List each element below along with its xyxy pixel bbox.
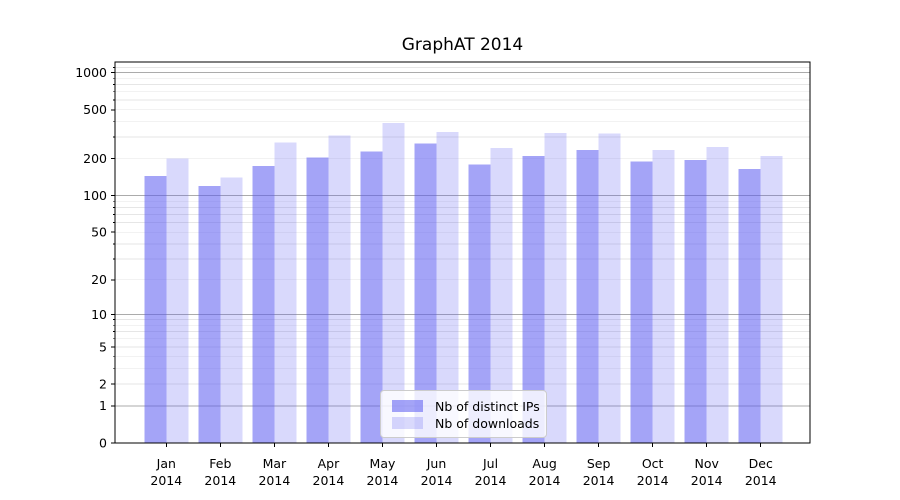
x-tick-label: Sep 2014 — [583, 456, 615, 488]
axes-box — [114, 61, 811, 444]
y-tick-label: 100 — [83, 188, 107, 203]
bar-ips-10 — [630, 161, 653, 443]
y-tick-label: 20 — [91, 272, 107, 287]
x-tick-label: May 2014 — [367, 456, 399, 488]
bar-downloads-2 — [220, 177, 243, 444]
y-tick-label: 10 — [91, 307, 107, 322]
legend-label-distinct-ips: Nb of distinct IPs — [435, 398, 540, 414]
x-tick-label: Mar 2014 — [258, 456, 290, 488]
legend-row-downloads: Nb of downloads — [392, 415, 540, 431]
bar-downloads-3 — [274, 142, 297, 443]
x-tick-label: Jun 2014 — [421, 456, 453, 488]
bar-ips-2 — [198, 185, 221, 443]
x-tick-label: Jan 2014 — [150, 456, 182, 488]
y-tick-label: 500 — [83, 102, 107, 117]
bar-downloads-10 — [652, 150, 675, 444]
x-tick-label: Feb 2014 — [204, 456, 236, 488]
bar-ips-3 — [252, 165, 275, 443]
legend-swatch-1 — [392, 417, 423, 429]
y-tick-label: 1 — [99, 398, 107, 413]
y-tick-label: 2 — [99, 376, 107, 391]
bar-downloads-11 — [706, 146, 729, 443]
y-tick-label: 50 — [91, 225, 107, 240]
bar-ips-1 — [144, 175, 167, 443]
y-tick-label: 1000 — [75, 65, 107, 80]
bar-ips-12 — [738, 168, 761, 444]
y-tick-label: 5 — [99, 339, 107, 354]
legend: Nb of distinct IPs Nb of downloads — [380, 390, 547, 438]
bar-downloads-8 — [544, 132, 567, 443]
bar-downloads-12 — [760, 156, 783, 443]
x-tick-label: Apr 2014 — [313, 456, 345, 488]
bar-downloads-1 — [166, 158, 189, 444]
bar-downloads-7 — [490, 147, 513, 443]
bar-downloads-5 — [382, 123, 405, 444]
bar-ips-11 — [684, 160, 707, 443]
bar-ips-6 — [414, 143, 437, 444]
y-tick-label: 0 — [99, 435, 107, 450]
bar-ips-8 — [522, 156, 545, 443]
bar-downloads-9 — [598, 133, 621, 444]
y-tick-label: 200 — [83, 151, 107, 166]
legend-label-downloads: Nb of downloads — [435, 415, 540, 431]
bar-ips-4 — [306, 157, 329, 444]
x-tick-label: Oct 2014 — [637, 456, 669, 488]
bar-ips-7 — [468, 164, 491, 444]
x-tick-label: Nov 2014 — [691, 456, 723, 488]
x-tick-label: Jul 2014 — [475, 456, 507, 488]
bar-downloads-6 — [436, 131, 459, 443]
bar-ips-9 — [576, 150, 599, 444]
legend-row-distinct-ips: Nb of distinct IPs — [392, 398, 540, 414]
legend-swatch-0 — [392, 400, 423, 412]
chart-title: GraphAT 2014 — [401, 35, 524, 55]
x-tick-label: Dec 2014 — [745, 456, 777, 488]
bar-downloads-4 — [328, 135, 351, 443]
bar-ips-5 — [360, 151, 383, 443]
x-tick-label: Aug 2014 — [529, 456, 561, 488]
